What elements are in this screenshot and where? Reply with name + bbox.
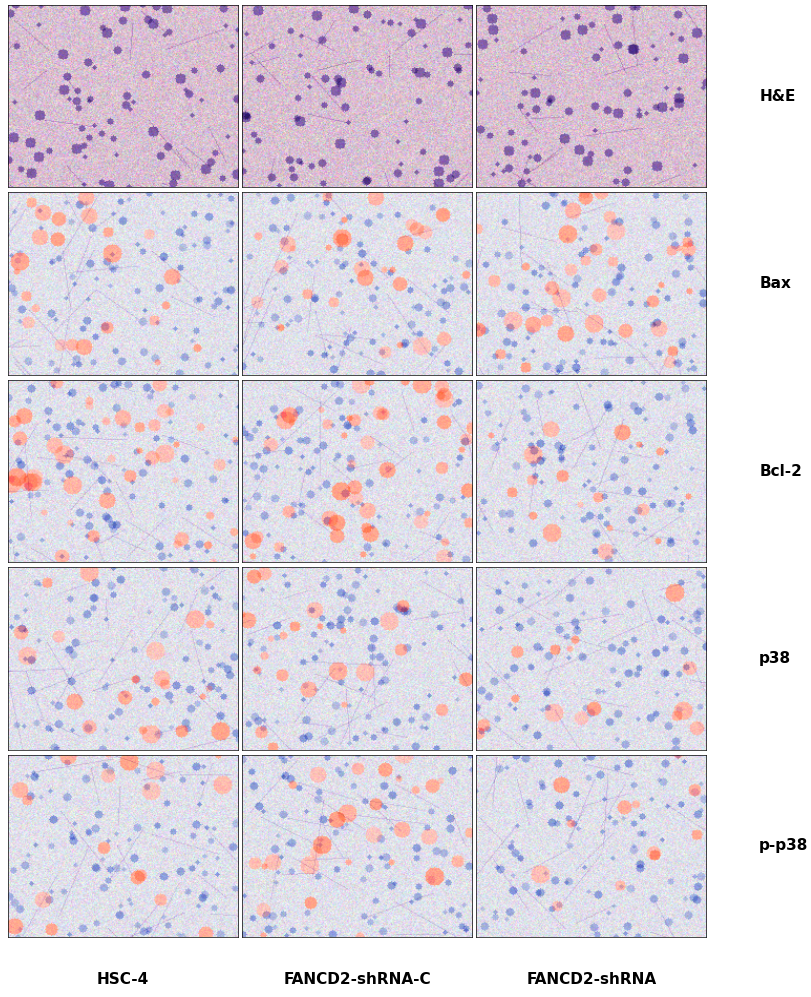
Text: p38: p38 [758,651,791,666]
Text: HSC-4: HSC-4 [97,972,149,987]
Text: FANCD2-shRNA-C: FANCD2-shRNA-C [283,972,431,987]
Text: FANCD2-shRNA: FANCD2-shRNA [526,972,655,987]
Text: p-p38: p-p38 [758,838,808,853]
Text: Bcl-2: Bcl-2 [758,464,801,479]
Text: Bax: Bax [758,276,790,291]
Text: H&E: H&E [758,89,795,104]
